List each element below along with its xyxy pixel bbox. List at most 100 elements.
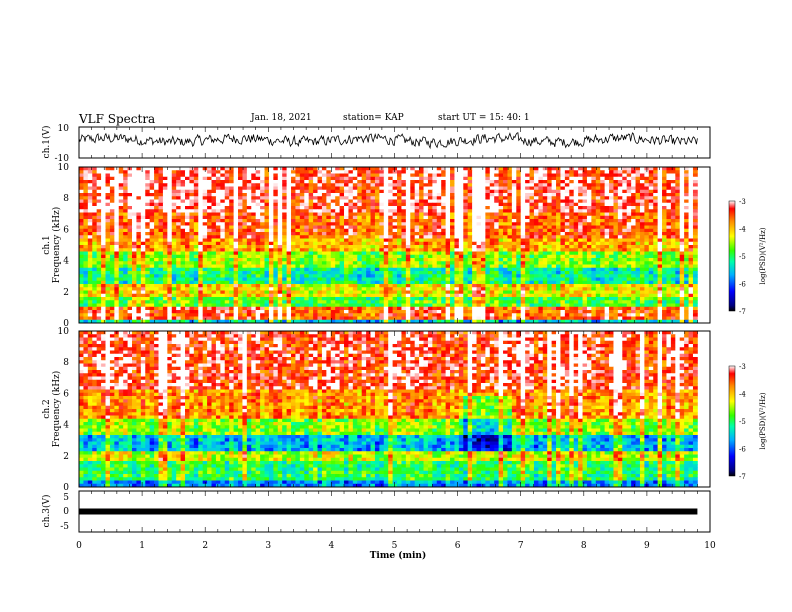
spectrogram-cell	[547, 173, 553, 178]
spectrogram-cell	[162, 238, 168, 243]
spectrogram-cell	[595, 261, 601, 265]
spectrogram-cell	[344, 189, 349, 194]
spectrogram-cell	[591, 225, 597, 230]
spectrogram-cell	[427, 186, 433, 191]
spectrogram-cell	[427, 261, 433, 265]
spectrogram-cell	[202, 199, 208, 204]
spectrogram-cell	[109, 215, 115, 220]
spectrogram-cell	[494, 196, 500, 200]
spectrogram-cell	[185, 277, 190, 282]
spectrogram-cell	[189, 193, 195, 197]
spectrogram-cell	[123, 189, 128, 194]
spectrogram-cell	[114, 271, 120, 275]
spectrogram-cell	[383, 206, 389, 210]
spectrogram-cell	[229, 228, 234, 233]
spectrogram-cell	[109, 225, 115, 230]
spectrogram-cell	[211, 258, 217, 262]
spectrogram-cell	[511, 245, 517, 249]
spectrogram-cell	[260, 180, 265, 184]
spectrogram-cell	[308, 193, 314, 197]
spectrogram-cell	[578, 183, 583, 187]
spectrogram-cell	[193, 193, 199, 197]
spectrogram-cell	[273, 235, 279, 239]
spectrogram-cell	[176, 167, 181, 171]
spectrogram-cell	[392, 228, 398, 233]
spectrogram-cell	[330, 251, 336, 256]
spectrogram-cell	[657, 267, 663, 272]
spectrogram-cell	[321, 261, 327, 265]
spectrogram-cell	[330, 199, 336, 204]
spectrogram-cell	[357, 261, 363, 265]
spectrogram-cell	[202, 238, 208, 243]
spectrogram-cell	[467, 199, 473, 204]
spectrogram-cell	[264, 186, 270, 191]
spectrogram-cell	[392, 215, 398, 220]
spectrogram-cell	[542, 180, 548, 184]
spectrogram-cell	[525, 264, 530, 269]
spectrogram-cell	[591, 241, 597, 246]
spectrogram-cell	[427, 222, 433, 226]
spectrogram-cell	[427, 232, 433, 236]
spectrogram-cell	[304, 219, 310, 223]
spectrogram-cell	[679, 271, 685, 275]
spectrogram-cell	[578, 212, 583, 217]
spectrogram-cell	[511, 215, 517, 220]
spectrogram-cell	[149, 264, 155, 269]
spectrogram-cell	[286, 232, 292, 236]
spectrogram-cell	[688, 228, 694, 233]
spectrogram-cell	[639, 199, 645, 204]
spectrogram-cell	[202, 189, 208, 194]
spectrogram-cell	[516, 209, 522, 213]
spectrogram-cell	[154, 254, 159, 259]
spectrogram-cell	[511, 193, 517, 197]
spectrogram-cell	[476, 173, 482, 178]
spectrogram-cell	[224, 235, 230, 239]
spectrogram-cell	[291, 258, 296, 262]
spectrogram-cell	[476, 212, 482, 217]
spectrogram-cell	[405, 173, 411, 178]
spectrogram-cell	[410, 245, 416, 249]
spectrogram-cell	[582, 225, 588, 230]
spectrogram-cell	[679, 254, 685, 259]
spectrogram-cell	[330, 241, 336, 246]
spectrogram-cell	[127, 186, 133, 191]
spectrogram-cell	[335, 251, 341, 256]
spectrogram-cell	[330, 215, 336, 220]
spectrogram-cell	[202, 274, 208, 278]
spectrogram-cell	[423, 180, 429, 184]
spectrogram-cell	[397, 238, 402, 243]
spectrogram-cell	[79, 215, 84, 220]
spectrogram-cell	[511, 238, 517, 243]
spectrogram-cell	[564, 238, 570, 243]
spectrogram-cell	[516, 232, 522, 236]
spectrogram-cell	[529, 277, 535, 282]
spectrogram-cell	[569, 209, 575, 213]
spectrogram-cell	[92, 183, 98, 187]
spectrogram-cell	[96, 209, 102, 213]
spectrogram-cell	[670, 167, 676, 171]
spectrogram-cell	[246, 274, 252, 278]
spectrogram-cell	[692, 264, 698, 269]
spectrogram-cell	[467, 219, 473, 223]
spectrogram-cell	[498, 264, 504, 269]
spectrogram-cell	[105, 232, 111, 236]
spectrogram-cell	[189, 261, 195, 265]
spectrogram-cell	[238, 202, 243, 207]
spectrogram-cell	[405, 199, 411, 204]
spectrogram-cell	[277, 228, 283, 233]
spectrogram-cell	[679, 176, 685, 181]
spectrogram-cell	[692, 248, 698, 252]
spectrogram-cell	[547, 180, 553, 184]
spectrogram-cell	[145, 241, 151, 246]
spectrogram-cell	[326, 254, 332, 259]
spectrogram-cell	[525, 206, 530, 210]
spectrogram-cell	[560, 228, 566, 233]
spectrogram-cell	[401, 251, 407, 256]
spectrogram-cell	[503, 215, 508, 220]
spectrogram-cell	[176, 241, 181, 246]
spectrogram-cell	[366, 254, 371, 259]
spectrogram-cell	[485, 271, 491, 275]
spectrogram-cell	[162, 206, 168, 210]
spectrogram-cell	[556, 277, 561, 282]
spectrogram-cell	[308, 261, 314, 265]
